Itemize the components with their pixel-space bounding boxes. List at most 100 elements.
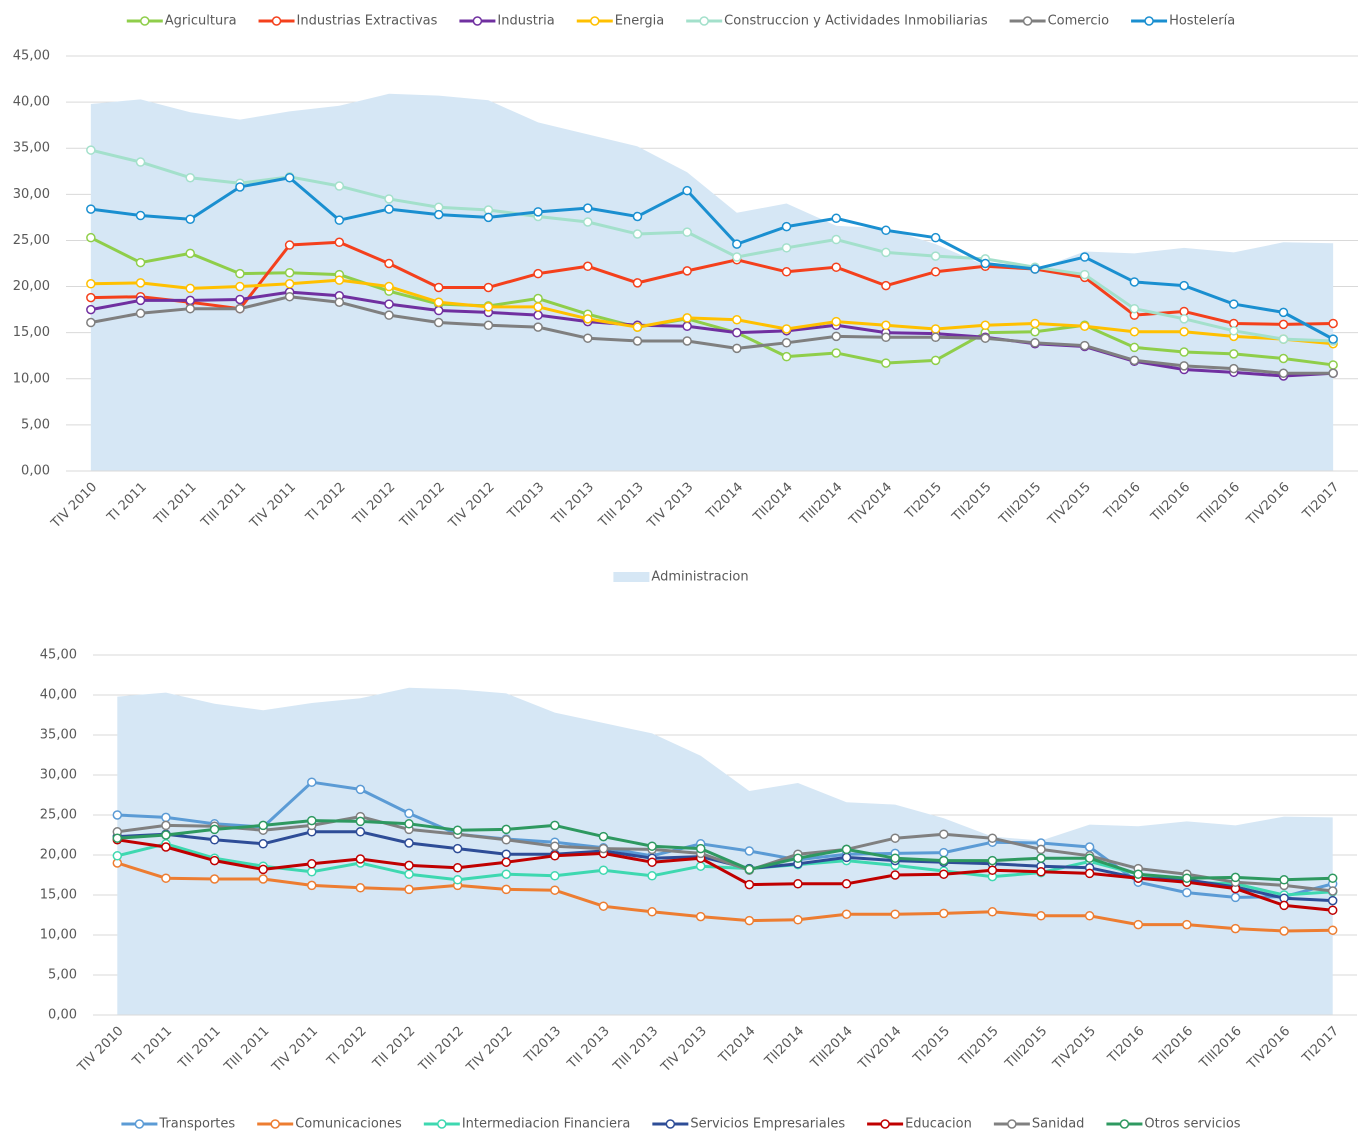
data-point bbox=[501, 835, 511, 845]
x-tick-label: TII2016 bbox=[1150, 1024, 1196, 1070]
data-point bbox=[284, 279, 295, 289]
data-point bbox=[682, 266, 692, 276]
data-point bbox=[987, 865, 998, 875]
data-point bbox=[334, 237, 345, 248]
data-point bbox=[258, 864, 268, 875]
data-point bbox=[1229, 326, 1239, 336]
data-point bbox=[384, 310, 394, 320]
data-point bbox=[307, 815, 317, 826]
data-point bbox=[1328, 334, 1338, 344]
data-point bbox=[209, 855, 220, 866]
data-point bbox=[501, 824, 511, 835]
data-point bbox=[1278, 353, 1289, 364]
data-point bbox=[185, 295, 195, 306]
data-point bbox=[1079, 340, 1090, 351]
data-point bbox=[307, 880, 317, 891]
data-point bbox=[632, 229, 643, 239]
data-point bbox=[781, 243, 792, 253]
data-point bbox=[598, 843, 609, 854]
data-point bbox=[235, 294, 245, 305]
x-tick-label: TI2017 bbox=[1299, 480, 1342, 523]
data-point bbox=[939, 869, 949, 879]
data-point bbox=[1079, 321, 1090, 331]
data-point bbox=[841, 909, 852, 919]
data-point bbox=[881, 332, 891, 343]
data-point bbox=[841, 879, 852, 889]
legend-marker bbox=[270, 1119, 280, 1129]
data-point bbox=[384, 194, 394, 204]
data-point bbox=[404, 884, 414, 895]
data-point bbox=[334, 181, 345, 191]
x-tick-label: TII 2011 bbox=[151, 480, 200, 529]
data-point bbox=[930, 324, 941, 334]
data-point bbox=[404, 838, 414, 848]
data-point bbox=[1229, 299, 1239, 309]
x-tick-label: TII 2013 bbox=[548, 480, 597, 529]
data-point bbox=[1327, 873, 1338, 883]
data-point bbox=[533, 302, 543, 312]
data-point bbox=[501, 884, 511, 895]
x-tick-label: TIV2016 bbox=[1244, 1024, 1293, 1073]
legend-marker bbox=[140, 16, 150, 26]
data-point bbox=[632, 278, 643, 288]
data-point bbox=[647, 841, 657, 851]
series-line bbox=[90, 176, 1334, 341]
data-point bbox=[135, 257, 146, 268]
data-point bbox=[161, 830, 171, 840]
x-tick-label: TI2013 bbox=[521, 1024, 564, 1067]
data-point bbox=[404, 869, 414, 879]
data-point bbox=[355, 883, 366, 893]
data-point bbox=[86, 292, 96, 303]
data-point bbox=[1279, 875, 1289, 885]
data-point bbox=[1084, 868, 1095, 879]
data-point bbox=[598, 901, 609, 911]
x-tick-label: TI2014 bbox=[703, 480, 746, 523]
legend-label: Intermediacion Financiera bbox=[462, 1117, 631, 1132]
data-point bbox=[632, 211, 643, 222]
data-point bbox=[647, 857, 657, 867]
data-point bbox=[550, 820, 560, 831]
data-point bbox=[583, 217, 593, 227]
data-point bbox=[881, 225, 891, 236]
legend-marker bbox=[665, 1119, 676, 1129]
data-point bbox=[355, 854, 366, 864]
legend-marker bbox=[437, 1119, 447, 1129]
data-point bbox=[1129, 355, 1140, 366]
data-point bbox=[744, 864, 755, 875]
data-point bbox=[781, 221, 792, 232]
data-point bbox=[404, 860, 414, 871]
data-point bbox=[1129, 303, 1140, 314]
data-point bbox=[258, 839, 268, 849]
x-tick-label: TI 2012 bbox=[324, 1024, 370, 1070]
data-point bbox=[744, 879, 755, 890]
x-tick-label: TII2014 bbox=[761, 1024, 807, 1070]
data-point bbox=[452, 825, 463, 835]
data-point bbox=[1084, 853, 1095, 863]
x-tick-label: TII2016 bbox=[1148, 480, 1194, 526]
data-point bbox=[1030, 264, 1040, 274]
legend-marker bbox=[271, 16, 282, 26]
data-point bbox=[939, 847, 949, 858]
data-point bbox=[483, 212, 494, 223]
data-point bbox=[533, 310, 543, 320]
x-tick-label: TIII2016 bbox=[1195, 480, 1243, 528]
series-line bbox=[90, 240, 1334, 326]
data-point bbox=[732, 315, 742, 325]
data-point bbox=[930, 232, 941, 243]
data-point bbox=[284, 172, 295, 183]
series-line bbox=[90, 148, 1334, 343]
data-point bbox=[185, 172, 195, 183]
x-tick-label: TI 2011 bbox=[129, 1024, 175, 1070]
data-point bbox=[1179, 361, 1189, 371]
data-point bbox=[161, 873, 171, 883]
legend-label: Agricultura bbox=[165, 14, 237, 29]
legend-marker bbox=[1119, 1119, 1130, 1129]
data-point bbox=[235, 281, 245, 292]
data-point bbox=[209, 874, 220, 884]
data-point bbox=[732, 252, 742, 262]
data-point bbox=[1133, 869, 1143, 879]
data-point bbox=[1030, 338, 1040, 348]
data-point bbox=[235, 303, 245, 314]
